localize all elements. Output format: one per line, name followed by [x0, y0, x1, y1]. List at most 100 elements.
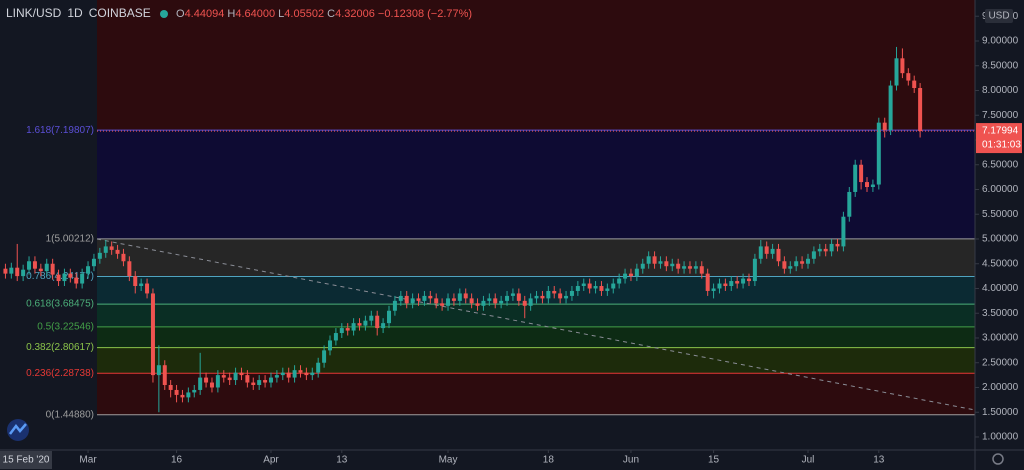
candle-body [623, 273, 628, 279]
candle-body [333, 333, 338, 341]
candle-body [3, 268, 8, 274]
x-tick-label: Apr [263, 455, 279, 466]
fib-zone [97, 326, 975, 348]
candle-body [109, 246, 114, 250]
candle-body [150, 293, 155, 376]
candle-body [794, 261, 799, 267]
candle-body [835, 243, 840, 247]
candle-body [428, 295, 433, 299]
y-tick-label: 2.00000 [982, 382, 1019, 393]
candle-body [475, 303, 480, 306]
candle-body [894, 58, 899, 86]
candle-body [699, 266, 704, 274]
candle-body [605, 288, 610, 291]
candle-body [587, 283, 592, 289]
candle-body [446, 298, 451, 306]
candle-body [221, 375, 226, 378]
candle-body [640, 263, 645, 269]
candle-body [15, 267, 20, 277]
candle-body [204, 377, 209, 383]
candle-body [752, 258, 757, 282]
candle-body [912, 80, 917, 89]
candle-body [829, 243, 834, 252]
candle-body [86, 266, 91, 274]
candle-body [664, 261, 669, 267]
candle-body [404, 295, 409, 304]
candle-body [316, 362, 321, 373]
candle-body [310, 372, 315, 376]
candle-body [103, 246, 108, 253]
change: −0.12308 (−2.77%) [378, 8, 472, 20]
candle-body [115, 249, 120, 254]
candle-body [227, 377, 232, 381]
candle-body [581, 283, 586, 287]
logo-icon [9, 423, 27, 435]
candle-body [156, 365, 161, 376]
trend-line [96, 238, 976, 411]
candle-body [676, 263, 681, 269]
o-label: O [176, 8, 185, 20]
date-marker: 15 Feb '20 [3, 455, 50, 466]
candle-body [74, 277, 79, 284]
fib-label: 0.236(2.28738) [26, 368, 94, 379]
candle-body [292, 370, 297, 378]
candle-body [764, 246, 769, 254]
candle-body [50, 263, 55, 275]
candle-body [811, 251, 816, 259]
x-tick-label: 13 [336, 455, 348, 466]
candle-body [723, 283, 728, 287]
candle-body [127, 261, 132, 277]
x-tick-label: 13 [873, 455, 885, 466]
candle-body [168, 385, 173, 390]
candle-body [357, 323, 362, 326]
candle-body [233, 372, 238, 381]
candle-body [381, 323, 386, 329]
y-tick-label: 9.00000 [982, 36, 1019, 47]
currency: USD [988, 11, 1009, 22]
currency-badge[interactable] [985, 9, 1013, 23]
candle-body [510, 293, 515, 296]
interval: 1D [67, 6, 83, 20]
candle-body [375, 315, 380, 329]
candle-body [876, 122, 881, 185]
candle-body [209, 382, 214, 388]
fib-label: 0.618(3.68475) [26, 299, 94, 310]
candle-body [327, 340, 332, 351]
x-tick-label: 15 [708, 455, 720, 466]
h-value: 4.64000 [235, 8, 275, 20]
candle-body [788, 266, 793, 269]
y-tick-label: 5.50000 [982, 209, 1019, 220]
settings-icon[interactable] [992, 453, 1004, 465]
fib-zones: 1.618(7.19807)1(5.00212)0.786(4.24177)0.… [26, 0, 975, 420]
fib-zone [97, 304, 975, 327]
candle-body [351, 323, 356, 331]
y-tick-label: 3.00000 [982, 333, 1019, 344]
h-label: H [227, 8, 235, 20]
candle-body [257, 380, 262, 386]
c-label: C [327, 8, 335, 20]
x-tick-label: May [439, 455, 458, 466]
candle-body [847, 191, 852, 217]
candle-body [516, 293, 521, 301]
candle-body [91, 258, 96, 267]
candles [3, 46, 923, 413]
candle-body [658, 261, 663, 264]
candle-body [670, 263, 675, 267]
candle-body [268, 377, 273, 383]
candle-body [410, 298, 415, 304]
candle-body [145, 283, 150, 294]
candle-body [463, 293, 468, 299]
fib-zone [97, 373, 975, 415]
symbol: LINK/USD [6, 6, 62, 20]
y-tick-label: 1.00000 [982, 432, 1019, 443]
candle-body [139, 283, 144, 287]
candle-body [540, 295, 545, 299]
candle-body [693, 266, 698, 269]
x-tick-label: 18 [543, 455, 555, 466]
logo[interactable] [7, 419, 29, 441]
candle-body [422, 295, 427, 301]
candle-body [32, 261, 37, 269]
candle-body [552, 290, 557, 294]
y-tick-label: 6.00000 [982, 184, 1019, 195]
